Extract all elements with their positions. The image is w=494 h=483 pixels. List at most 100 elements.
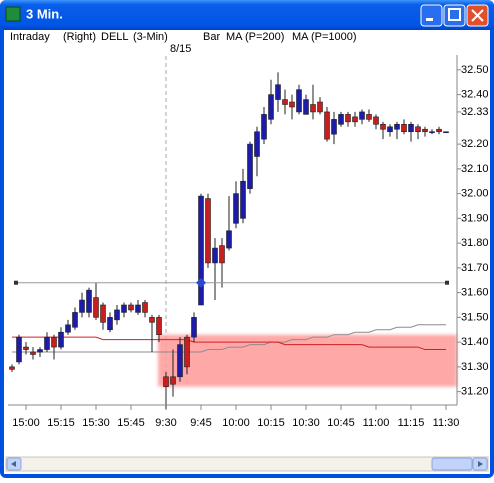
candle-body — [212, 247, 218, 264]
candle-body — [345, 114, 351, 123]
candle-body — [317, 101, 323, 113]
candle-body — [366, 114, 372, 120]
side-label: (Right) — [63, 31, 96, 43]
candle-body — [296, 89, 302, 113]
x-tick-label: 10:15 — [257, 417, 285, 429]
candle-body — [156, 317, 162, 335]
candle-body — [359, 111, 365, 120]
candle-body — [170, 376, 176, 385]
candle-body — [37, 349, 43, 353]
candle-body — [114, 309, 120, 321]
date-annotation: 8/15 — [170, 43, 191, 55]
style-label: Bar — [203, 31, 220, 43]
candle-body — [422, 128, 428, 133]
candle-body — [352, 116, 358, 123]
candle-body — [9, 366, 15, 370]
candle-body — [408, 124, 414, 133]
candle-body — [79, 299, 85, 313]
x-tick-label: 11:15 — [398, 417, 425, 429]
candle-body — [261, 114, 267, 140]
symbol-label: DELL — [101, 31, 129, 43]
candle-body — [373, 116, 379, 125]
candle-body — [387, 126, 393, 133]
ma-line — [12, 336, 446, 351]
candle-body — [142, 302, 148, 313]
title-bar — [0, 0, 494, 30]
candle-body — [394, 124, 400, 130]
candle-body — [240, 180, 246, 219]
candle-body — [205, 198, 211, 264]
candle-body — [380, 124, 386, 130]
x-tick-label: 11:00 — [363, 417, 390, 429]
candle-body — [163, 376, 169, 387]
candle-body — [191, 317, 197, 338]
y-tick-label: 31.50 — [461, 311, 489, 323]
candle-body — [310, 104, 316, 113]
candle-body — [401, 124, 407, 133]
y-tick-label: 32.20 — [461, 138, 489, 150]
x-tick-label: 9:30 — [155, 417, 176, 429]
x-tick-label: 11:30 — [433, 417, 460, 429]
mode-label: Intraday — [10, 31, 50, 43]
legend-entry: MA (P=200) — [226, 31, 284, 43]
x-tick-label: 15:45 — [117, 417, 145, 429]
y-tick-label: 31.70 — [461, 262, 489, 274]
candle-body — [107, 317, 113, 331]
candle-body — [198, 195, 204, 306]
candle-body — [100, 304, 106, 323]
x-tick-label: 10:45 — [327, 417, 355, 429]
candle-body — [331, 119, 337, 135]
y-tick-label: 32.40 — [461, 89, 489, 101]
candle-body — [415, 126, 421, 133]
candle-body — [324, 111, 330, 140]
candle-body — [338, 114, 344, 125]
minimize-button[interactable] — [420, 4, 443, 27]
maximize-button[interactable] — [443, 4, 466, 27]
candle-body — [254, 131, 260, 157]
candle-body — [23, 346, 29, 350]
candle-body — [30, 351, 36, 355]
candle-body — [429, 131, 435, 134]
x-tick-label: 15:15 — [47, 417, 75, 429]
y-tick-label: 32.33 — [461, 106, 489, 118]
interval-label: (3-Min) — [133, 31, 168, 43]
x-tick-label: 10:30 — [292, 417, 320, 429]
y-tick-label: 31.30 — [461, 361, 489, 373]
y-tick-label: 31.40 — [461, 336, 489, 348]
crosshair-handle — [445, 280, 449, 285]
crosshair-cursor — [196, 277, 206, 288]
candle-body — [51, 336, 57, 348]
highlight-zone — [158, 334, 457, 387]
x-tick-label: 9:45 — [190, 417, 211, 429]
candle-body — [443, 131, 449, 134]
x-tick-label: 15:00 — [12, 417, 40, 429]
candle-body — [226, 230, 232, 249]
y-tick-label: 32.00 — [461, 188, 489, 200]
candle-body — [184, 336, 190, 368]
y-tick-label: 32.10 — [461, 163, 489, 175]
candle-body — [436, 128, 442, 133]
close-button[interactable] — [466, 4, 489, 27]
y-tick-label: 31.90 — [461, 212, 489, 224]
candle-body — [65, 324, 71, 333]
candle-body — [93, 297, 99, 318]
scrollbar[interactable] — [5, 456, 489, 472]
candle-body — [16, 336, 22, 363]
candle-body — [275, 84, 281, 100]
candle-body — [282, 99, 288, 105]
window-title: 3 Min. — [26, 6, 63, 21]
candle-body — [177, 344, 183, 378]
candle-body — [149, 317, 155, 323]
app-icon — [5, 6, 21, 22]
x-tick-label: 10:00 — [222, 417, 250, 429]
x-tick-label: 15:30 — [82, 417, 110, 429]
candle-body — [303, 99, 309, 115]
candle-body — [268, 94, 274, 120]
candle-body — [121, 304, 127, 313]
y-tick-label: 31.60 — [461, 287, 489, 299]
candle-body — [135, 304, 141, 313]
candle-body — [128, 304, 134, 311]
candle-body — [247, 143, 253, 189]
candle-body — [44, 336, 50, 350]
ma-line — [12, 324, 446, 353]
